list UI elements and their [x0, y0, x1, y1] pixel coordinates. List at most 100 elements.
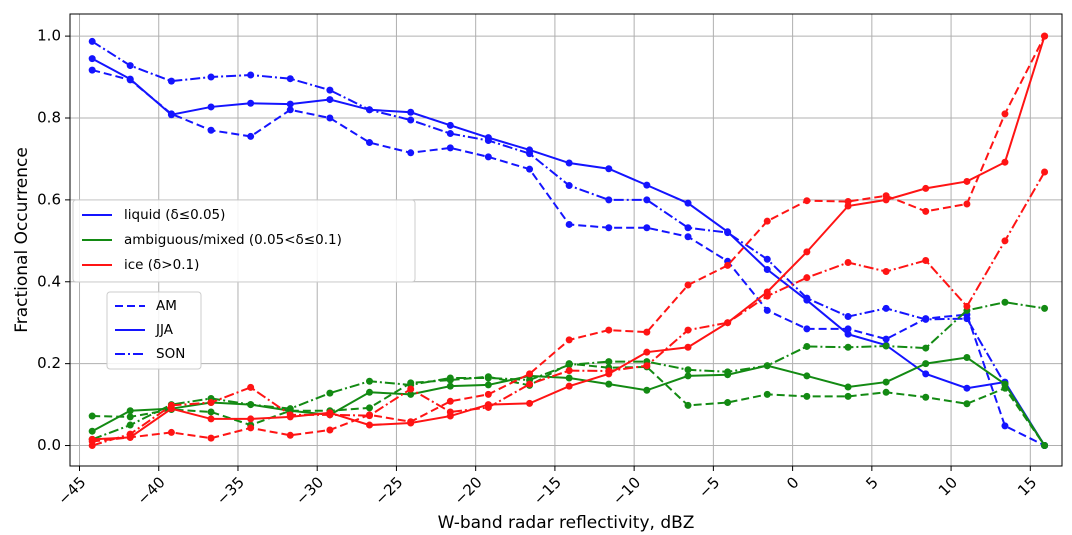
data-point [1001, 158, 1009, 166]
data-point [366, 421, 374, 429]
data-point [446, 408, 454, 416]
data-point [763, 306, 771, 314]
data-point [326, 96, 334, 104]
data-point [803, 294, 811, 302]
data-point [922, 393, 930, 401]
data-point [247, 71, 255, 79]
data-point [605, 196, 613, 204]
legend: liquid (δ≤0.05) ambiguous/mixed (0.05<δ≤0… [72, 199, 416, 283]
data-point [643, 224, 651, 232]
data-point [484, 390, 492, 398]
data-point [88, 412, 96, 420]
legend-label: ice (δ>0.1) [124, 257, 199, 273]
y-tick-label: 0.0 [37, 436, 61, 454]
data-point [844, 392, 852, 400]
x-tick-label: −10 [609, 473, 644, 508]
x-tick-label: 5 [862, 473, 881, 492]
y-tick-label: 0.4 [37, 272, 61, 290]
data-point [684, 326, 692, 334]
data-point [605, 326, 613, 334]
data-point [922, 344, 930, 352]
data-point [1001, 110, 1009, 118]
data-point [803, 372, 811, 380]
data-point [88, 55, 96, 63]
data-point [565, 220, 573, 228]
data-point [643, 196, 651, 204]
data-point [1041, 168, 1049, 176]
data-point [565, 361, 573, 369]
x-axis-label: W-band radar reflectivity, dBZ [438, 513, 695, 533]
x-tick-label: 0 [783, 473, 802, 492]
data-point [286, 431, 294, 439]
data-point [882, 378, 890, 386]
data-point [882, 342, 890, 350]
data-point [803, 197, 811, 205]
data-point [1001, 422, 1009, 430]
data-point [167, 77, 175, 85]
data-point [1001, 237, 1009, 245]
data-point [963, 400, 971, 408]
data-point [844, 313, 852, 321]
y-tick-label: 0.8 [37, 108, 61, 126]
data-point [286, 100, 294, 108]
data-point [643, 181, 651, 189]
data-point [684, 199, 692, 207]
data-point [526, 399, 534, 407]
data-point [684, 224, 692, 232]
data-point [446, 130, 454, 138]
data-point [724, 229, 732, 237]
data-point [844, 325, 852, 333]
data-point [882, 268, 890, 276]
x-tick-label: −30 [292, 473, 327, 508]
data-point [126, 407, 134, 415]
data-point [126, 62, 134, 70]
data-point [684, 366, 692, 374]
data-point [326, 86, 334, 94]
data-point [366, 106, 374, 114]
data-point [484, 137, 492, 145]
data-point [922, 256, 930, 264]
data-point [1001, 380, 1009, 388]
data-point [605, 224, 613, 232]
data-point [882, 304, 890, 312]
data-point [844, 343, 852, 351]
data-point [247, 415, 255, 423]
data-point [446, 374, 454, 382]
data-point [526, 165, 534, 173]
data-point [922, 370, 930, 378]
data-point [446, 121, 454, 129]
data-point [922, 360, 930, 368]
data-point [286, 411, 294, 419]
data-point [407, 385, 415, 393]
data-point [526, 150, 534, 158]
plot-frame [69, 13, 1063, 467]
data-point [803, 325, 811, 333]
data-point [643, 386, 651, 394]
data-point [366, 412, 374, 420]
legend: AM JJA SON [106, 291, 202, 370]
data-point [126, 75, 134, 83]
data-point [247, 401, 255, 409]
data-point [526, 370, 534, 378]
data-point [684, 343, 692, 351]
data-point [684, 401, 692, 409]
data-point [446, 144, 454, 152]
data-point [684, 281, 692, 289]
x-tick-label: −25 [371, 473, 406, 508]
data-point [326, 114, 334, 122]
data-point [724, 319, 732, 327]
legend-label: AM [156, 298, 177, 314]
data-point [526, 380, 534, 388]
data-point [207, 408, 215, 416]
data-point [446, 382, 454, 390]
legend-label: JJA [155, 322, 174, 338]
data-point [724, 368, 732, 376]
data-point [366, 404, 374, 412]
data-point [605, 358, 613, 366]
x-tick-label: −45 [54, 473, 89, 508]
y-axis-label: Fractional Occurrence [12, 147, 32, 333]
y-tick-label: 1.0 [37, 27, 61, 45]
data-point [643, 348, 651, 356]
x-tick-label: −20 [451, 473, 486, 508]
